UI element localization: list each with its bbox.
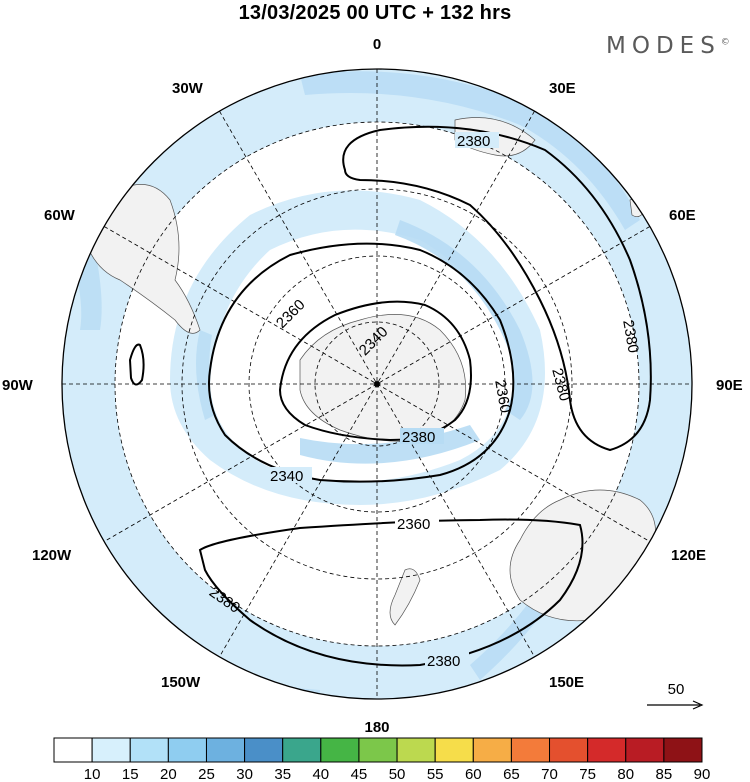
colorbar-swatch (167, 737, 207, 763)
lon-label-30w: 30W (172, 80, 204, 97)
lon-label-0: 0 (373, 36, 381, 53)
lon-label-180: 180 (364, 719, 389, 736)
antarctica (299, 314, 467, 442)
new-zealand (389, 568, 421, 626)
colorbar-label: 85 (656, 766, 673, 782)
colorbar-label: 60 (465, 766, 482, 782)
lon-label-90e: 90E (716, 377, 743, 394)
wind-shading (62, 69, 692, 699)
contour-2340 (278, 300, 472, 442)
contour-label: 2380 (427, 653, 460, 670)
contour-label: 2380 (619, 319, 642, 355)
colorbar-swatch (549, 737, 589, 763)
colorbar-swatch (358, 737, 398, 763)
contour-small-low (128, 343, 145, 386)
colorbar-label: 30 (236, 766, 253, 782)
colorbar-swatch (205, 737, 246, 763)
lon-label-30e: 30E (549, 80, 576, 97)
colorbar-swatch (396, 737, 436, 763)
colorbar-swatch (625, 737, 665, 763)
colorbar-label: 80 (617, 766, 634, 782)
colorbar-swatch (53, 737, 93, 763)
colorbar-label: 55 (427, 766, 444, 782)
colorbar-label: 40 (312, 766, 329, 782)
colorbar-swatch (91, 737, 131, 763)
lon-label-150e: 150E (549, 674, 584, 691)
colorbar-label: 25 (198, 766, 215, 782)
lon-label-60e: 60E (669, 207, 696, 224)
brand-name: MODES (606, 33, 721, 59)
colorbar-label: 35 (274, 766, 291, 782)
colorbar-swatch (129, 737, 169, 763)
lon-label-150w: 150W (161, 674, 201, 691)
outer-jet-stronger (300, 71, 640, 230)
brand-logo: MODES© (606, 33, 730, 59)
colorbar-swatch (472, 737, 512, 763)
colorbar-swatch (244, 737, 284, 763)
graticule (62, 69, 692, 699)
colorbar-swatch (510, 737, 551, 763)
colorbar-label: 10 (84, 766, 101, 782)
colorbar-label: 70 (541, 766, 558, 782)
colorbar-label: 45 (351, 766, 368, 782)
colorbar-label: 20 (160, 766, 177, 782)
copyright-mark: © (720, 37, 730, 48)
lon-label-60w: 60W (44, 207, 76, 224)
contour-label: 2360 (397, 516, 430, 533)
contour-label: 2380 (402, 429, 435, 446)
colorbar: 10 15 20 25 30 35 40 45 50 55 60 65 70 75 80 85 90 (53, 737, 711, 782)
colorbar-swatch (320, 737, 360, 763)
map-title: 13/03/2025 00 UTC + 132 hrs (238, 2, 512, 24)
colorbar-label: 65 (503, 766, 520, 782)
colorbar-swatch (663, 737, 703, 763)
contour-label: 2340 (270, 468, 303, 485)
colorbar-swatch (282, 737, 322, 763)
colorbar-label: 90 (694, 766, 711, 782)
south-pole-marker (374, 381, 380, 387)
lon-label-90w: 90W (2, 377, 34, 394)
colorbar-swatch (587, 737, 627, 763)
lon-label-120e: 120E (671, 547, 706, 564)
reference-vector: 50 (647, 681, 704, 710)
map-boundary (61, 68, 693, 700)
contour-2360 (208, 242, 515, 483)
colorbar-swatch (434, 737, 474, 763)
contour-2380-south (198, 518, 584, 667)
colorbar-label: 50 (389, 766, 406, 782)
colorbar-label: 75 (579, 766, 596, 782)
longitude-labels: 0 180 90W 90E 30W 60W 30E 60E 120W 150W … (2, 36, 743, 736)
reference-vector-label: 50 (668, 681, 685, 698)
contour-label: 2380 (457, 133, 490, 150)
lon-label-120w: 120W (32, 547, 72, 564)
colorbar-label: 15 (122, 766, 139, 782)
contour-label: 2360 (491, 379, 514, 415)
